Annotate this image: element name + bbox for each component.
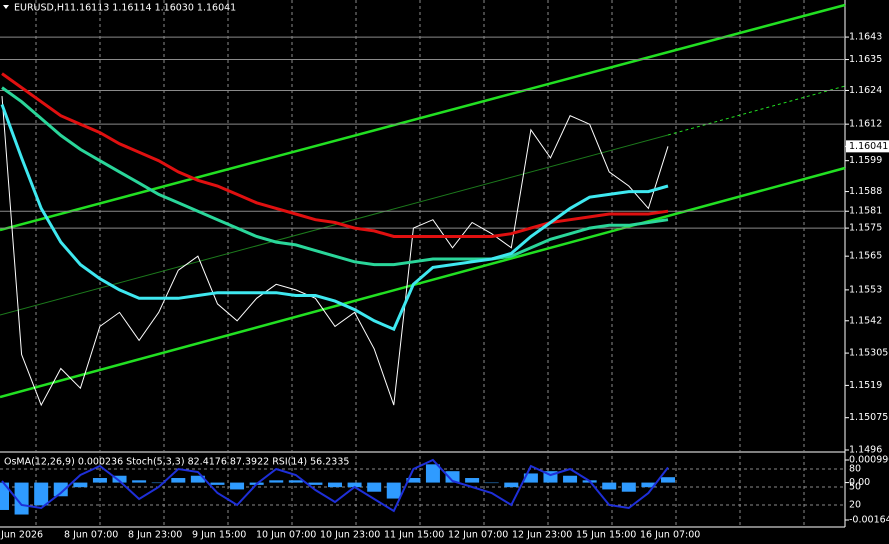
channel-lower <box>0 166 846 399</box>
x-tick-label: 10 Jun 07:00 <box>256 530 316 541</box>
osma-tick-label: 0.00 <box>849 477 870 488</box>
ohlc-text: 1.16113 1.16114 1.16030 1.16041 <box>70 3 236 14</box>
y-tick-label: 1.1635 <box>849 54 882 65</box>
indicator-title: OsMA(12,26,9) 0.000236 Stoch(5,3,3) 82.4… <box>4 457 349 468</box>
x-tick-label: 10 Jun 23:00 <box>320 530 380 541</box>
osma-bar <box>484 482 499 484</box>
x-tick-label: 8 Jun 07:00 <box>64 530 118 541</box>
y-tick-label: 1.1553 <box>849 284 882 295</box>
stoch-tick-label: 20 <box>849 500 861 511</box>
osma-bar <box>386 482 401 499</box>
stoch-tick-label: 80 <box>849 464 861 475</box>
y-tick-label: 1.1588 <box>849 186 882 197</box>
osma-bar <box>504 482 519 488</box>
y-tick-label: 1.1612 <box>849 119 882 130</box>
x-tick-label: 9 Jun 15:00 <box>192 530 246 541</box>
x-tick-label: 11 Jun 15:00 <box>384 530 444 541</box>
osma-bar <box>132 480 147 483</box>
y-tick-label: 1.1519 <box>849 380 882 391</box>
osma-bar <box>465 478 480 483</box>
osma-bar <box>210 482 225 485</box>
x-tick-label: 15 Jun 15:00 <box>576 530 636 541</box>
osma-bar <box>112 475 127 483</box>
osma-bar <box>190 475 205 483</box>
osma-bar <box>347 482 362 488</box>
stoch-line <box>1 458 669 513</box>
osma-bar <box>425 464 440 483</box>
osma-bar <box>73 482 88 488</box>
osma-bar <box>0 482 9 510</box>
osma-bar <box>661 477 675 483</box>
y-tick-label: 1.15305 <box>849 348 888 359</box>
osma-bar <box>406 478 421 483</box>
channel-upper <box>0 3 846 232</box>
osma-bar <box>602 482 617 490</box>
dropdown-icon[interactable] <box>3 5 9 9</box>
osma-bar <box>367 482 382 492</box>
osma-bar <box>171 478 186 483</box>
osma-bar <box>230 482 245 490</box>
osma-bar <box>269 480 284 483</box>
channel-mid-ext <box>667 85 846 136</box>
osma-bar <box>641 482 656 488</box>
y-tick-label: 1.1643 <box>849 32 882 43</box>
osma-bar <box>34 482 49 506</box>
osma-tick-label: -0.00164 <box>849 515 889 526</box>
x-tick-label: 12 Jun 07:00 <box>448 530 508 541</box>
series-line <box>0 103 669 332</box>
osma-bar <box>288 480 303 483</box>
y-tick-label: 1.15075 <box>849 412 888 423</box>
y-tick-label: 1.1581 <box>849 206 882 217</box>
current-price-box <box>846 140 889 153</box>
y-tick-label: 1.1599 <box>849 155 882 166</box>
y-tick-label: 1.1565 <box>849 251 882 262</box>
x-tick-label: 12 Jun 23:00 <box>512 530 572 541</box>
series-line <box>1 72 669 238</box>
osma-bar <box>543 471 558 483</box>
x-tick-label: 8 Jun 23:00 <box>128 530 182 541</box>
osma-bar <box>308 482 323 485</box>
vertical-grid <box>35 0 805 527</box>
osma-bar <box>328 482 342 488</box>
osma-bar <box>151 482 166 484</box>
y-tick-label: 1.1542 <box>849 315 882 326</box>
osma-bar <box>621 482 636 492</box>
y-tick-label: 1.1575 <box>849 223 882 234</box>
series-line <box>1 96 669 407</box>
osma-bar <box>523 473 538 483</box>
osma-bar <box>53 482 68 497</box>
y-tick-label: 1.16041 <box>849 141 888 152</box>
stoch-tick-label: 50 <box>849 482 861 493</box>
osma-bar <box>445 471 460 483</box>
x-tick-label: 5 Jun 2026 <box>0 530 43 541</box>
osma-bar <box>92 478 107 483</box>
series-line <box>1 86 669 267</box>
symbol-title: EURUSD,H1 <box>14 3 70 14</box>
y-tick-label: 1.1624 <box>849 85 882 96</box>
osma-bar <box>563 475 578 483</box>
y-tick-label: 1.1496 <box>849 445 882 456</box>
x-tick-label: 16 Jun 07:00 <box>640 530 700 541</box>
